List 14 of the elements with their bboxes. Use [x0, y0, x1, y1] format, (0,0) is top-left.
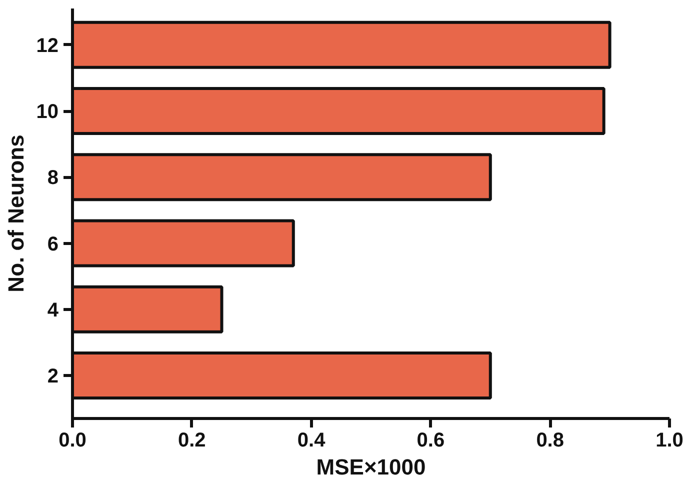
- y-tick-label: 2: [47, 366, 58, 388]
- y-tick-label: 8: [47, 167, 58, 190]
- x-tick-label: 0.2: [178, 430, 206, 452]
- x-tick-label: 0.8: [536, 430, 564, 452]
- x-tick-label: 0.0: [58, 430, 86, 452]
- x-tick-label: 0.6: [416, 430, 445, 452]
- x-tick-label: 1.0: [656, 430, 684, 452]
- x-axis-title: MSE×1000: [316, 454, 426, 480]
- y-tick-label: 10: [36, 101, 59, 123]
- y-tick-label: 4: [47, 299, 60, 322]
- y-tick-label: 6: [47, 233, 58, 256]
- x-tick-label: 0.4: [297, 430, 326, 452]
- y-tick-label: 12: [36, 34, 59, 57]
- y-axis-title: No. of Neurons: [3, 134, 28, 292]
